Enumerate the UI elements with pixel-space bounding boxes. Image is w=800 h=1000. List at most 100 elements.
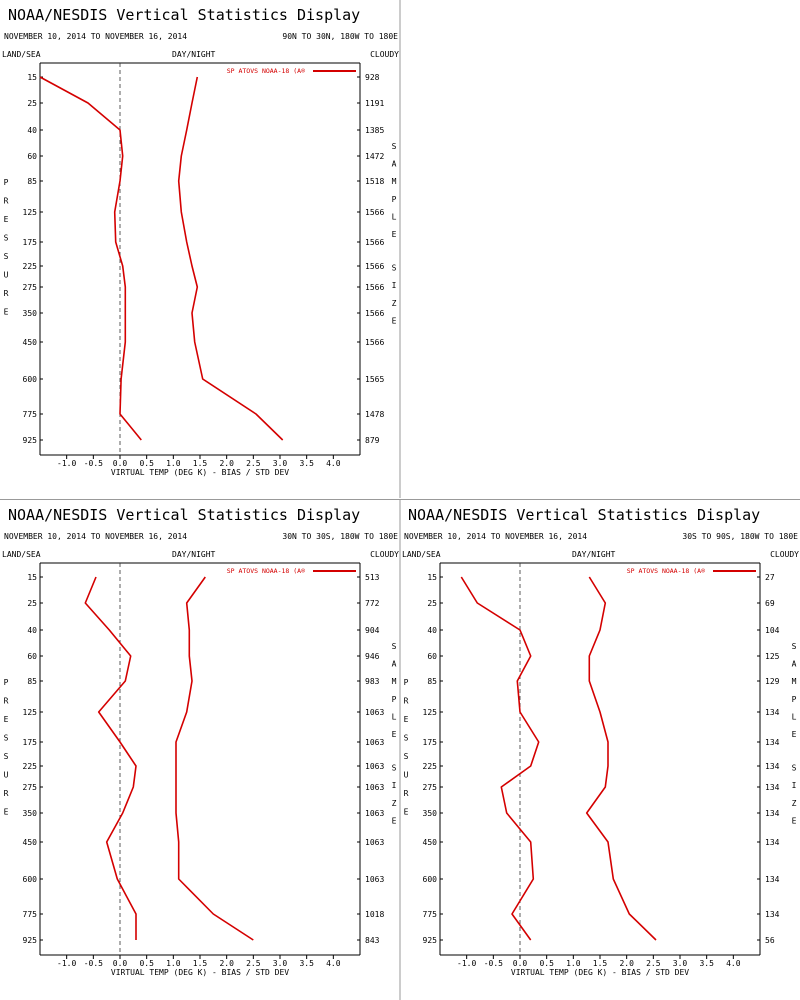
sample-size-label: 946	[365, 652, 380, 661]
sample-size-label: 1566	[365, 338, 384, 347]
pressure-tick-label: 15	[27, 73, 37, 82]
x-tick-label: 1.0	[166, 459, 181, 468]
pressure-tick-label: 25	[27, 99, 37, 108]
pressure-tick-label: 600	[23, 375, 38, 384]
x-tick-label: 2.0	[619, 959, 634, 968]
day-night-label: DAY/NIGHT	[572, 550, 616, 559]
sample-axis-letter: L	[392, 212, 397, 221]
x-tick-label: 1.5	[193, 459, 208, 468]
x-tick-label: 0.0	[113, 459, 128, 468]
x-tick-label: 1.0	[566, 959, 581, 968]
region-label: 30N TO 30S, 180W TO 180E	[282, 532, 398, 541]
x-tick-label: -1.0	[57, 959, 76, 968]
pressure-tick-label: 350	[423, 809, 438, 818]
pressure-tick-label: 275	[23, 283, 38, 292]
sample-size-label: 134	[765, 838, 780, 847]
sample-axis-letter: M	[392, 677, 397, 686]
date-range: NOVEMBER 10, 2014 TO NOVEMBER 16, 2014	[404, 532, 587, 541]
y-axis-letter: E	[404, 715, 409, 724]
pressure-tick-label: 775	[423, 910, 438, 919]
sample-size-label: 1566	[365, 208, 384, 217]
sample-size-label: 134	[765, 783, 780, 792]
sample-axis-letter: E	[792, 730, 797, 739]
pressure-tick-label: 60	[27, 152, 37, 161]
x-tick-label: -1.0	[457, 959, 476, 968]
pressure-tick-label: 775	[23, 410, 38, 419]
sample-axis-letter: Z	[392, 299, 397, 308]
x-tick-label: 3.0	[273, 459, 288, 468]
x-tick-label: -0.5	[484, 959, 503, 968]
x-tick-label: 0.0	[113, 959, 128, 968]
land-sea-label: LAND/SEA	[2, 50, 41, 59]
pressure-tick-label: 85	[427, 677, 437, 686]
x-tick-label: 3.0	[273, 959, 288, 968]
cloudy-label: CLOUDY	[370, 50, 399, 59]
chart-panel-2: NOAA/NESDIS Vertical Statistics Display N…	[2, 506, 399, 977]
sample-axis-letter: E	[392, 230, 397, 239]
x-tick-label: 4.0	[326, 959, 341, 968]
x-axis-label: VIRTUAL TEMP (DEG K) - BIAS / STD DEV	[511, 968, 689, 977]
sample-axis-letter: A	[792, 660, 797, 669]
y-axis-letter: S	[4, 252, 9, 261]
pressure-tick-label: 125	[23, 708, 38, 717]
std-dev-series-line	[585, 576, 657, 941]
pressure-tick-label: 600	[423, 875, 438, 884]
sample-size-label: 129	[765, 677, 780, 686]
sample-size-label: 1063	[365, 809, 384, 818]
x-tick-label: 2.0	[219, 959, 234, 968]
x-tick-label: 3.5	[299, 959, 314, 968]
sample-size-label: 1018	[365, 910, 384, 919]
x-tick-label: 3.0	[673, 959, 688, 968]
x-tick-label: 1.0	[166, 959, 181, 968]
cloudy-label: CLOUDY	[370, 550, 399, 559]
pressure-tick-label: 175	[423, 738, 438, 747]
sample-axis-letter: P	[392, 195, 397, 204]
y-axis-letter: E	[4, 715, 9, 724]
pressure-tick-label: 275	[23, 783, 38, 792]
sample-size-label: 104	[765, 626, 780, 635]
y-axis-letter: R	[4, 289, 9, 298]
x-tick-label: -0.5	[84, 459, 103, 468]
sample-axis-letter: S	[392, 264, 397, 273]
sample-axis-letter: E	[392, 316, 397, 325]
std-dev-series-line	[175, 576, 254, 941]
panel-title: NOAA/NESDIS Vertical Statistics Display	[8, 6, 360, 24]
y-axis-letter: S	[4, 752, 9, 761]
sample-axis-letter: S	[392, 764, 397, 773]
sample-size-label: 134	[765, 738, 780, 747]
y-axis-letter: S	[404, 734, 409, 743]
sample-size-label: 1472	[365, 152, 384, 161]
sample-size-label: 69	[765, 599, 775, 608]
sample-size-label: 983	[365, 677, 380, 686]
pressure-tick-label: 125	[23, 208, 38, 217]
sample-size-label: 134	[765, 910, 780, 919]
sample-size-label: 1063	[365, 708, 384, 717]
y-axis-letter: E	[4, 215, 9, 224]
sample-size-label: 1566	[365, 309, 384, 318]
pressure-tick-label: 15	[427, 573, 437, 582]
sample-axis-letter: P	[792, 695, 797, 704]
sample-size-label: 1566	[365, 262, 384, 271]
y-axis-letter: R	[404, 789, 409, 798]
y-axis-letter: R	[404, 697, 409, 706]
std-dev-series-line	[177, 76, 284, 441]
pressure-tick-label: 125	[423, 708, 438, 717]
sample-axis-letter: L	[792, 712, 797, 721]
pressure-tick-label: 85	[27, 677, 37, 686]
sample-size-label: 1518	[365, 177, 384, 186]
chart-panel-3: NOAA/NESDIS Vertical Statistics Display N…	[402, 506, 799, 977]
sample-size-label: 134	[765, 762, 780, 771]
panel-title: NOAA/NESDIS Vertical Statistics Display	[408, 506, 760, 524]
x-axis-label: VIRTUAL TEMP (DEG K) - BIAS / STD DEV	[111, 468, 289, 477]
y-axis-letter: S	[4, 234, 9, 243]
sample-size-label: 1566	[365, 238, 384, 247]
pressure-tick-label: 925	[23, 436, 38, 445]
sample-size-label: 1063	[365, 738, 384, 747]
pressure-tick-label: 85	[27, 177, 37, 186]
sample-size-label: 1478	[365, 410, 384, 419]
y-axis-letter: S	[404, 752, 409, 761]
x-tick-label: 2.5	[246, 459, 261, 468]
x-tick-label: -1.0	[57, 459, 76, 468]
sample-size-label: 928	[365, 73, 380, 82]
pressure-tick-label: 775	[23, 910, 38, 919]
